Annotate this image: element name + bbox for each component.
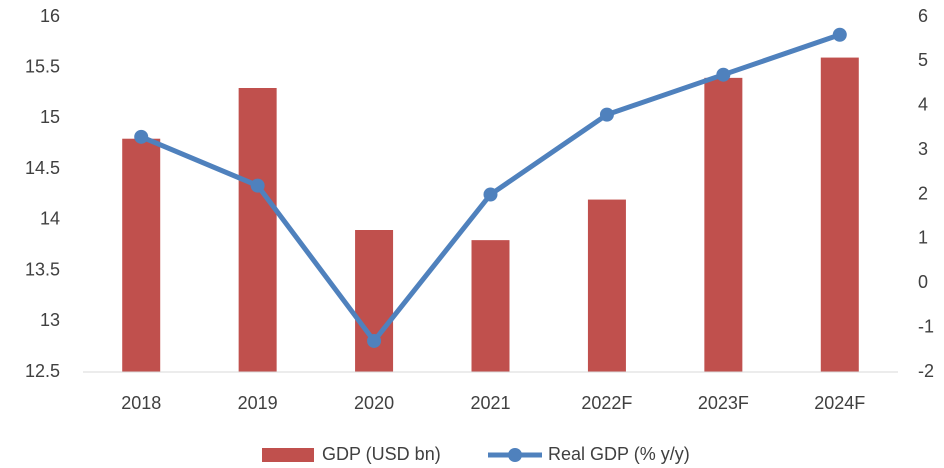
y-tick-label: 13.5	[25, 259, 60, 279]
bar	[587, 199, 626, 372]
x-tick-label: 2023F	[698, 393, 749, 413]
y2-tick-label: 4	[918, 95, 928, 115]
x-tick-label: 2022F	[581, 393, 632, 413]
y-tick-label: 15	[40, 107, 60, 127]
x-tick-label: 2024F	[814, 393, 865, 413]
x-tick-label: 2018	[121, 393, 161, 413]
line-marker	[134, 129, 149, 144]
y2-tick-label: 5	[918, 50, 928, 70]
legend-swatch	[508, 448, 522, 462]
line-marker	[483, 187, 498, 202]
x-tick-label: 2019	[238, 393, 278, 413]
line-marker	[250, 178, 265, 193]
bar	[238, 88, 277, 372]
line-marker	[599, 107, 614, 122]
line-marker	[716, 67, 731, 82]
legend-label: Real GDP (% y/y)	[548, 444, 690, 464]
y-tick-label: 15.5	[25, 56, 60, 76]
y2-tick-label: -1	[918, 316, 934, 336]
legend-swatch	[262, 448, 314, 462]
y2-tick-label: 2	[918, 183, 928, 203]
bar	[355, 230, 394, 372]
bar	[471, 240, 510, 372]
y-tick-label: 12.5	[25, 361, 60, 381]
y2-tick-label: -2	[918, 361, 934, 381]
bar	[704, 77, 743, 372]
y-tick-label: 14	[40, 209, 60, 229]
x-tick-label: 2021	[470, 393, 510, 413]
bar	[820, 57, 859, 372]
y2-tick-label: 3	[918, 139, 928, 159]
legend-label: GDP (USD bn)	[322, 444, 441, 464]
bar	[122, 138, 161, 372]
y2-tick-label: 0	[918, 272, 928, 292]
y2-tick-label: 6	[918, 6, 928, 26]
line-marker	[832, 27, 847, 42]
y2-tick-label: 1	[918, 228, 928, 248]
x-tick-label: 2020	[354, 393, 394, 413]
y-tick-label: 13	[40, 310, 60, 330]
y-tick-label: 16	[40, 6, 60, 26]
line-marker	[367, 333, 382, 348]
y-tick-label: 14.5	[25, 158, 60, 178]
